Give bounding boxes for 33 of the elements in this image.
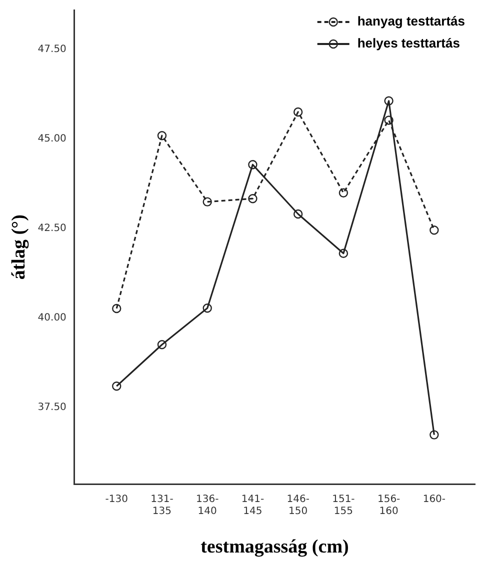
point — [430, 226, 439, 235]
legend-label: hanyag testtartás — [357, 14, 466, 29]
point — [157, 131, 167, 140]
point — [293, 107, 303, 117]
point — [202, 304, 212, 313]
point — [384, 96, 394, 106]
x-tick-label: -130 — [105, 494, 128, 505]
x-tick-label: 141-145 — [241, 494, 264, 517]
legend-label: helyes testtartás — [357, 36, 460, 51]
x-tick-label: 146-150 — [286, 494, 310, 517]
y-tick-label: 47.50 — [38, 44, 66, 55]
y-tick-label: 40.00 — [38, 312, 66, 324]
point — [248, 194, 258, 204]
point — [112, 382, 122, 391]
y-axis-title: átlag (°) — [8, 214, 30, 280]
point — [430, 430, 439, 440]
x-tick-label: 160- — [422, 494, 446, 505]
x-tick-label: 151-155 — [332, 494, 356, 517]
y-tick-label: 42.50 — [38, 222, 66, 234]
point — [293, 209, 303, 219]
point — [338, 188, 348, 198]
x-tick-label: 136-140 — [196, 494, 220, 517]
point — [202, 197, 212, 206]
point — [384, 116, 394, 125]
point — [112, 304, 122, 314]
x-axis-title: testmagasság (cm) — [200, 536, 349, 558]
x-tick-label: 156-160 — [377, 494, 401, 517]
point — [248, 160, 258, 170]
point — [157, 340, 167, 350]
point — [338, 248, 348, 258]
x-tick-label: 131-135 — [150, 494, 174, 517]
y-tick-label: 37.50 — [38, 402, 66, 413]
y-tick-label: 45.00 — [38, 133, 66, 144]
